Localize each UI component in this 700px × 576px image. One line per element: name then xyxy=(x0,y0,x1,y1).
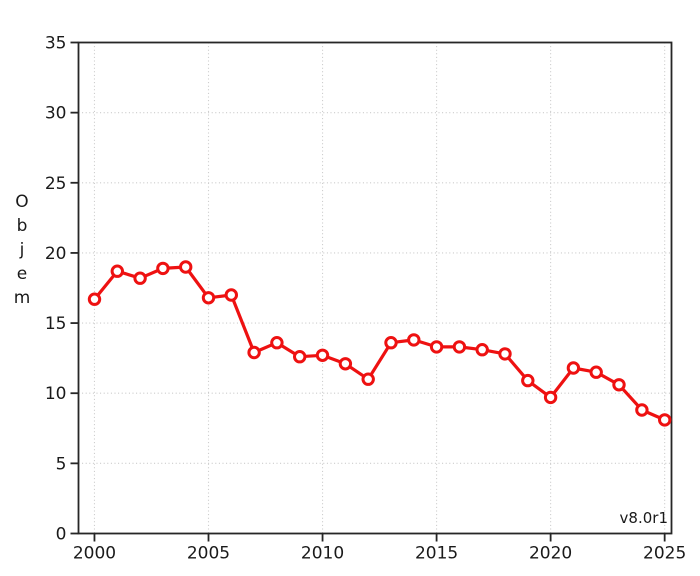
data-point xyxy=(635,403,649,417)
data-point xyxy=(156,261,170,276)
data-point xyxy=(384,336,398,350)
plot-frame xyxy=(77,41,673,535)
x-tick-label: 2025 xyxy=(643,544,686,564)
y-tick-label: 30 xyxy=(45,104,67,124)
x-tick-label: 2000 xyxy=(73,544,116,564)
data-point xyxy=(612,378,626,392)
data-point xyxy=(270,336,284,350)
y-tick-label: 20 xyxy=(45,244,67,264)
y-tick-label: 10 xyxy=(45,384,67,404)
data-point xyxy=(566,361,581,375)
y-tick-label: 35 xyxy=(45,34,67,54)
x-tick-label: 2010 xyxy=(301,544,344,564)
data-point xyxy=(361,372,375,386)
data-point xyxy=(658,413,672,427)
x-tick-label: 2015 xyxy=(415,544,458,564)
data-point xyxy=(589,365,603,379)
y-tick-label: 15 xyxy=(45,314,67,334)
data-point xyxy=(201,291,216,305)
data-point xyxy=(293,350,307,364)
data-point xyxy=(475,343,489,357)
data-point xyxy=(224,288,239,302)
y-tick-label: 5 xyxy=(56,454,67,474)
data-point xyxy=(338,357,353,371)
data-point xyxy=(429,340,444,354)
y-tick-label: 0 xyxy=(56,525,67,545)
x-tick-label: 2020 xyxy=(529,544,572,564)
version-annotation: v8.0r1 xyxy=(619,509,668,527)
data-point xyxy=(110,264,125,278)
y-tick-label: 25 xyxy=(45,174,67,194)
data-point xyxy=(179,260,193,274)
data-point xyxy=(133,271,147,285)
data-point xyxy=(247,345,261,360)
data-point xyxy=(407,333,421,347)
y-axis-label: O b j e m xyxy=(13,192,31,308)
data-point xyxy=(315,348,330,362)
data-point xyxy=(87,292,102,306)
data-point xyxy=(521,373,535,388)
data-line xyxy=(93,265,666,422)
x-tick-label: 2005 xyxy=(187,544,230,564)
data-point xyxy=(543,390,558,405)
data-point xyxy=(452,340,467,354)
data-point xyxy=(498,347,512,361)
